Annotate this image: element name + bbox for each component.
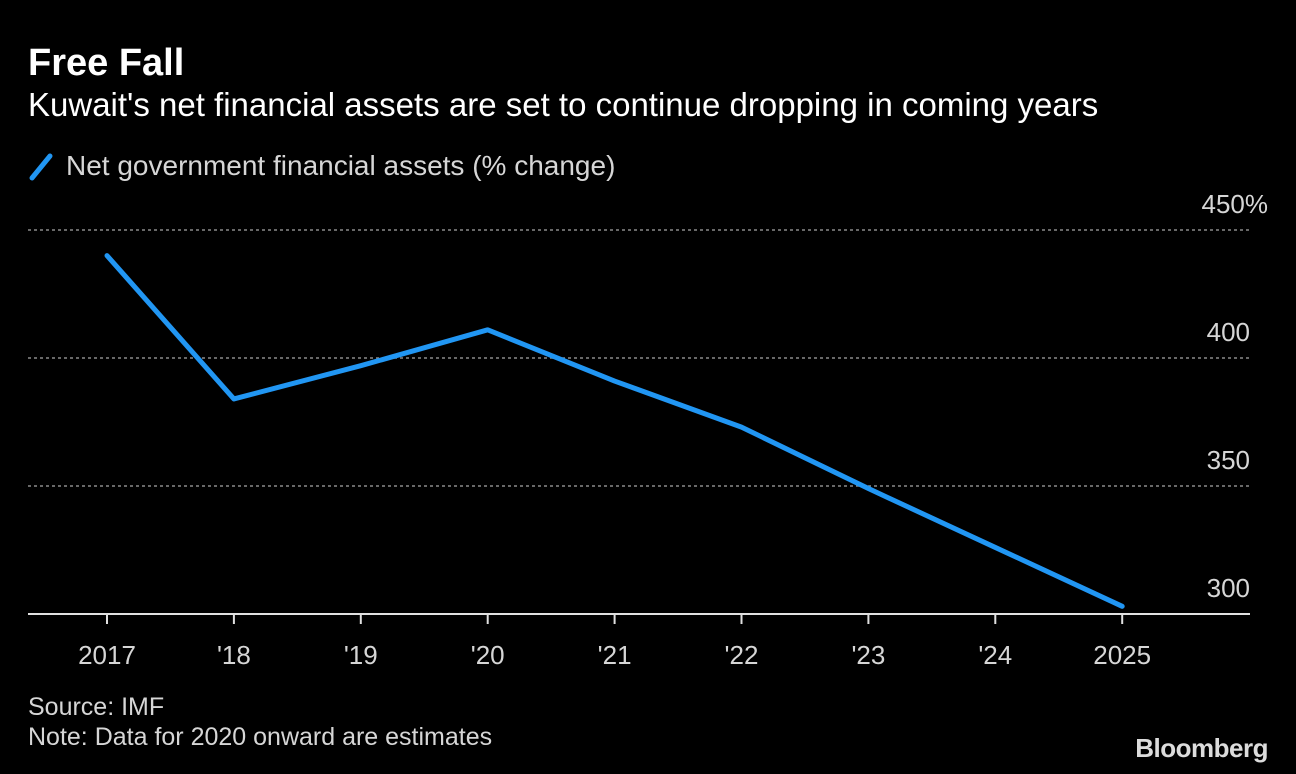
x-tick-label-8: 2025	[1093, 640, 1151, 670]
legend: Net government financial assets (% chang…	[28, 148, 615, 184]
x-tick-label-0: 2017	[78, 640, 136, 670]
x-tick-label-6: '23	[851, 640, 885, 670]
x-axis: 2017 '18 '19 '20 '21 '22 '23 '24 2025	[28, 613, 1250, 670]
y-tick-label-400: 400	[1207, 317, 1250, 347]
x-tick-label-4: '21	[598, 640, 632, 670]
x-tick-label-5: '22	[725, 640, 759, 670]
y-tick-label-350: 350	[1207, 445, 1250, 475]
chart-subtitle: Kuwait's net financial assets are set to…	[28, 86, 1099, 123]
gridlines	[28, 229, 1250, 487]
x-tick-label-7: '24	[978, 640, 1012, 670]
source-text: Source: IMF	[28, 693, 165, 721]
bloomberg-logo: Bloomberg	[1135, 733, 1268, 763]
legend-label: Net government financial assets (% chang…	[66, 150, 616, 181]
legend-swatch-icon	[29, 153, 53, 181]
y-tick-label-300: 300	[1207, 573, 1250, 603]
chart-title: Free Fall	[28, 42, 185, 84]
x-tick-label-3: '20	[471, 640, 505, 670]
x-tick-label-2: '19	[344, 640, 378, 670]
y-tick-label-450: 450%	[1202, 189, 1269, 219]
note-text: Note: Data for 2020 onward are estimates	[28, 723, 493, 751]
series-layer	[104, 253, 1125, 609]
series-line-0	[104, 253, 1125, 609]
y-axis-ticks: 300 350 400 450%	[1202, 189, 1269, 603]
x-tick-label-1: '18	[217, 640, 251, 670]
